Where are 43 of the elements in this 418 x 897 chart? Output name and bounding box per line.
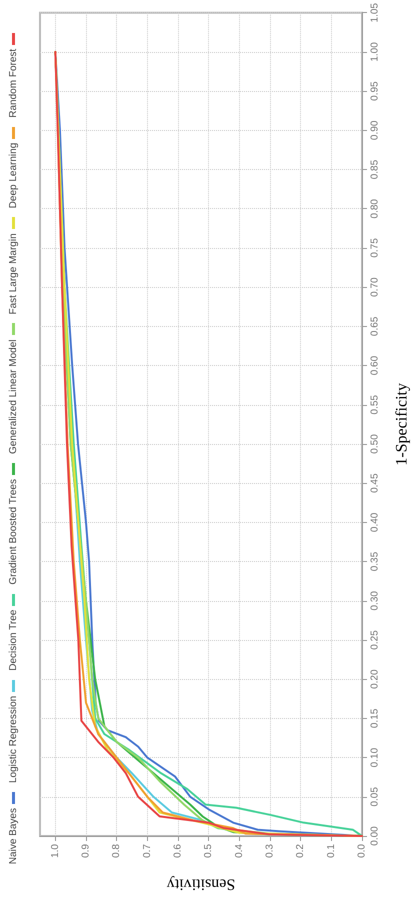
- y-tick-label: 0.50: [370, 434, 380, 454]
- x-tick-label: 0.0: [356, 844, 368, 858]
- y-tick-label: 0.70: [370, 276, 380, 297]
- y-tick-label: 0.40: [370, 512, 380, 532]
- y-tick-label: 0.45: [370, 473, 380, 493]
- legend-label: Random Forest: [8, 48, 18, 118]
- x-tick-label: 0.1: [326, 844, 337, 858]
- legend-label: Logistic Regression: [8, 696, 18, 784]
- y-tick-label: 0.65: [370, 316, 380, 336]
- y-tick-label: 0.60: [370, 355, 380, 376]
- y-tick-label: 0.10: [370, 747, 380, 768]
- y-tick-label: 0.35: [370, 551, 380, 572]
- x-axis-title: Sensitivity: [166, 876, 236, 892]
- x-tick-label: 0.6: [172, 844, 184, 858]
- y-tick-label: 0.85: [370, 159, 380, 180]
- x-tick-label: 0.9: [80, 844, 92, 858]
- y-tick-label: 0.90: [370, 120, 380, 140]
- x-tick-label: 0.7: [142, 844, 153, 858]
- y-tick-label: 0.15: [370, 708, 380, 728]
- y-tick-label: 0.00: [370, 826, 380, 846]
- x-tick-label: 0.8: [111, 844, 122, 858]
- y-tick-label: 1.05: [370, 2, 380, 22]
- x-tick-label: 0.2: [295, 844, 306, 858]
- y-tick-label: 0.95: [370, 80, 380, 101]
- legend-label: Deep Learning: [8, 142, 18, 208]
- x-tick-label: 0.3: [264, 844, 276, 858]
- legend-label: Generalized Linear Model: [8, 340, 18, 454]
- x-tick-label: 1.0: [50, 844, 61, 858]
- legend-label: Fast Large Margin: [8, 233, 18, 314]
- y-tick-label: 1.00: [370, 42, 380, 62]
- y-tick-label: 0.80: [370, 198, 380, 218]
- x-tick-label: 0.4: [234, 844, 245, 858]
- y-tick-label: 0.20: [370, 669, 380, 689]
- y-tick-label: 0.55: [370, 394, 380, 414]
- legend-label: Naive Bayes: [8, 808, 18, 864]
- y-tick-label: 0.75: [370, 238, 380, 258]
- y-tick-label: 0.05: [370, 786, 380, 807]
- legend-label: Gradient Boosted Trees: [8, 479, 18, 585]
- y-axis-title: 1-Specificity: [394, 383, 410, 466]
- y-tick-label: 0.25: [370, 630, 380, 650]
- x-tick-label: 0.5: [203, 844, 214, 858]
- legend-label: Decision Tree: [8, 610, 18, 671]
- y-tick-label: 0.30: [370, 590, 380, 611]
